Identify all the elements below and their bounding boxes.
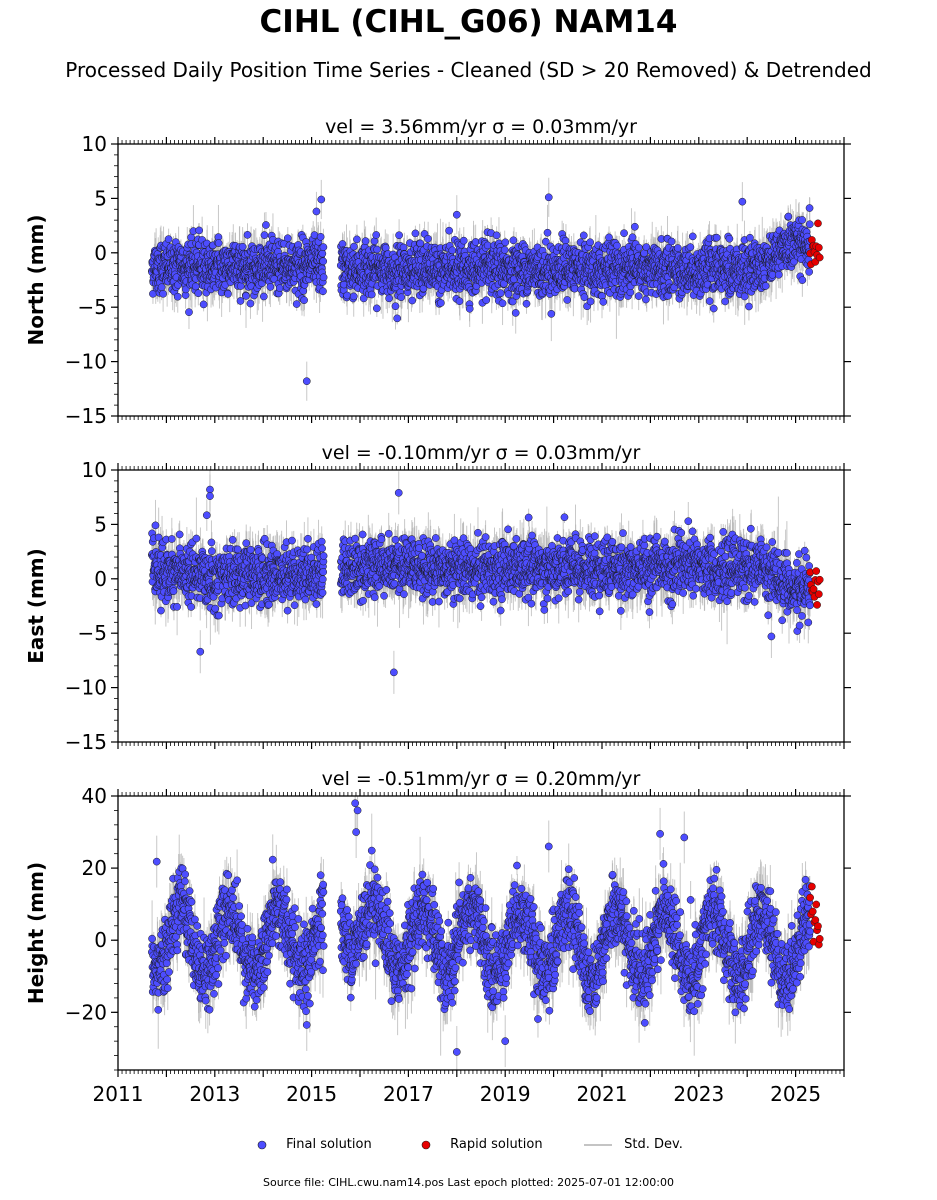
north-final-point: [385, 294, 393, 303]
north-final-point: [391, 302, 400, 311]
north-final-point: [173, 292, 182, 301]
north-final-point: [500, 246, 509, 254]
north-final-point: [570, 284, 579, 293]
north-final-point: [395, 231, 403, 240]
north-final-point: [353, 235, 361, 244]
north-final-point: [319, 287, 327, 296]
north-final-point: [397, 293, 406, 302]
north-final-point: [262, 221, 270, 229]
north-final-point: [319, 273, 328, 282]
chart-subtitle: Processed Daily Position Time Series - C…: [65, 58, 872, 82]
north-final-point: [224, 290, 232, 298]
north-final-point: [316, 232, 325, 241]
north-plot-area: [148, 177, 824, 401]
north-final-point: [359, 294, 368, 303]
north-final-point: [283, 234, 292, 243]
north-final-point: [543, 228, 552, 237]
north-final-point: [393, 314, 402, 323]
north-final-point: [498, 299, 507, 308]
north-final-point: [260, 231, 269, 239]
north-final-point: [259, 292, 268, 301]
north-final-point: [164, 235, 173, 244]
north-final-point: [580, 293, 589, 302]
north-final-point: [246, 299, 255, 308]
north-final-point: [499, 279, 508, 288]
north-final-point: [300, 296, 308, 305]
north-final-point: [338, 240, 347, 248]
north-final-point: [509, 236, 518, 245]
north-final-point: [547, 309, 556, 318]
north-final-point: [159, 289, 167, 298]
north-final-point: [238, 242, 247, 251]
north-final-point: [563, 296, 572, 304]
north-final-point: [191, 282, 200, 291]
north-final-point: [541, 237, 550, 246]
north-final-point: [508, 297, 517, 306]
north-final-point: [275, 284, 284, 292]
north-final-point: [349, 292, 358, 301]
north-final-point: [408, 296, 417, 305]
north-final-point: [361, 237, 370, 245]
north-final-point: [501, 238, 510, 247]
north-panel-title: vel = 3.56mm/yr σ = 0.03mm/yr: [325, 116, 637, 138]
north-final-point: [496, 289, 505, 298]
north-final-point: [157, 283, 166, 292]
north-final-point: [411, 229, 420, 238]
north-final-point: [492, 231, 501, 240]
north-final-point: [504, 290, 513, 298]
north-final-point: [236, 297, 245, 305]
north-final-point: [243, 231, 252, 239]
north-final-point: [482, 296, 491, 304]
north-final-point: [185, 308, 193, 317]
north-final-point: [319, 257, 328, 266]
north-final-point: [459, 236, 468, 245]
north-final-point: [236, 282, 245, 290]
north-ylabel: North (mm): [24, 214, 48, 345]
north-final-point: [445, 226, 453, 235]
north-final-point: [437, 299, 445, 307]
north-final-point: [465, 304, 474, 313]
north-final-point: [448, 246, 457, 255]
north-final-point: [367, 290, 376, 299]
north-final-point: [471, 238, 480, 246]
north-final-point: [373, 245, 381, 254]
north-final-point: [292, 300, 301, 308]
north-final-point: [424, 234, 432, 243]
north-final-point: [455, 297, 464, 306]
north-final-point: [266, 283, 275, 291]
north-final-point: [319, 243, 328, 251]
north-final-point: [350, 242, 358, 251]
north-final-point: [579, 231, 588, 240]
north-final-point: [318, 249, 327, 258]
north-final-point: [199, 300, 208, 309]
north-final-point: [194, 289, 203, 298]
chart-title: CIHL (CIHL_G06) NAM14: [259, 4, 678, 40]
north-final-point: [511, 309, 520, 317]
north-final-point: [372, 304, 381, 313]
north-final-point: [195, 226, 204, 235]
north-final-point: [214, 239, 223, 247]
north-final-point: [242, 292, 250, 300]
north-final-point: [372, 231, 381, 239]
north-final-point: [522, 299, 531, 308]
